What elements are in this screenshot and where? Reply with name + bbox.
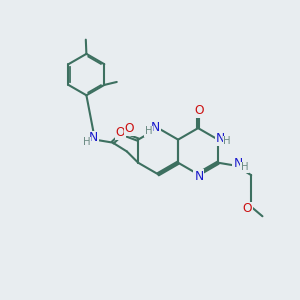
Text: O: O — [116, 126, 125, 139]
Text: N: N — [194, 169, 204, 182]
Text: O: O — [125, 122, 134, 136]
Text: N: N — [151, 121, 160, 134]
Text: O: O — [195, 104, 204, 117]
Text: O: O — [243, 202, 253, 215]
Text: H: H — [145, 126, 152, 136]
Text: N: N — [89, 131, 98, 144]
Text: H: H — [241, 163, 248, 172]
Text: N: N — [233, 158, 242, 170]
Text: H: H — [223, 136, 231, 146]
Text: N: N — [216, 132, 225, 145]
Text: H: H — [83, 137, 90, 147]
